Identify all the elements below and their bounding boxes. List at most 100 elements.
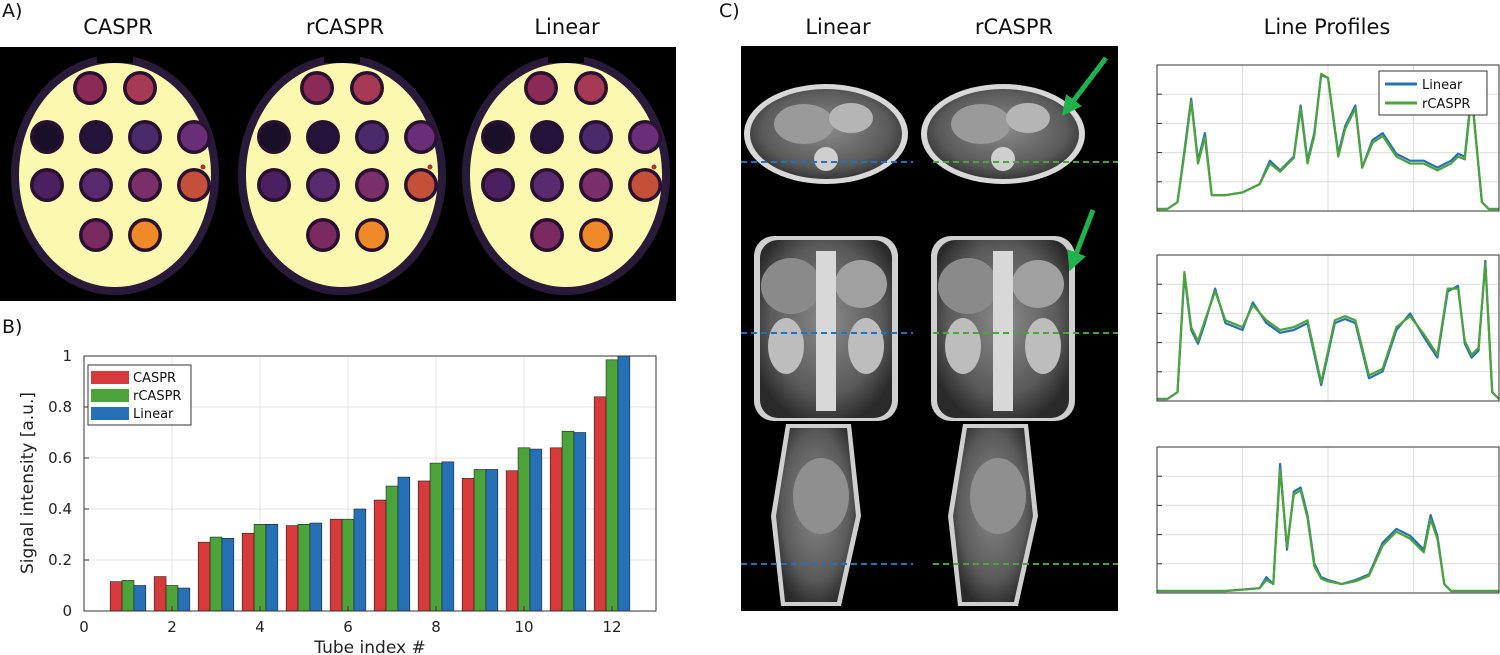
tube — [131, 221, 159, 249]
bar-rcaspr-5 — [297, 524, 311, 612]
tube — [407, 123, 435, 151]
panel-c-label: C) — [719, 0, 740, 22]
tube — [582, 123, 610, 151]
legend-box — [1378, 70, 1488, 116]
tube — [131, 123, 159, 151]
bar-rcaspr-6 — [341, 518, 355, 612]
x-tick-label: 6 — [343, 618, 353, 636]
spine — [993, 251, 1013, 411]
tube — [358, 123, 386, 151]
mri-sagittal-rcaspr — [948, 424, 1038, 606]
liver — [793, 458, 849, 534]
bar-rcaspr-10 — [517, 447, 531, 612]
bar-linear-4 — [265, 524, 279, 612]
bar-chart-xlabel: Tube index # — [313, 638, 425, 655]
bar-rcaspr-4 — [253, 524, 267, 612]
liver — [938, 258, 998, 314]
bar-caspr-6 — [329, 518, 343, 612]
bar-rcaspr-1 — [121, 580, 135, 612]
tube — [33, 123, 61, 151]
profile-series-rcaspr — [1157, 262, 1500, 401]
tube — [309, 171, 337, 199]
tube — [309, 123, 337, 151]
mri-images — [741, 56, 1118, 606]
mri-coronal-linear — [754, 236, 898, 421]
liver — [970, 458, 1026, 534]
x-tick-label: 4 — [255, 618, 265, 636]
legend-label-rcaspr: rCASPR — [1422, 97, 1470, 112]
mri-image-grid — [741, 46, 1118, 611]
legend-label-rcaspr: rCASPR — [133, 389, 181, 404]
bar-chart-frame — [83, 355, 657, 612]
bar-caspr-11 — [549, 447, 563, 612]
panel-c-title-rcaspr: rCASPR — [974, 15, 1054, 39]
liver — [761, 258, 821, 314]
x-tick-label: 12 — [602, 618, 621, 636]
x-tick-label: 0 — [79, 618, 89, 636]
profile-legend: Linear rCASPR — [1378, 70, 1488, 116]
kidney-left — [768, 318, 804, 374]
tube — [309, 221, 337, 249]
bar-rcaspr-12 — [605, 359, 619, 612]
panel-b-label: B) — [2, 316, 23, 338]
marker-dot — [200, 164, 206, 170]
tube — [407, 171, 435, 199]
panel-a-label: A) — [2, 0, 23, 22]
bar-rcaspr-3 — [209, 536, 223, 612]
tube — [484, 171, 512, 199]
phantom-rcaspr — [238, 55, 446, 295]
legend-swatch-linear — [91, 407, 129, 420]
bar-linear-11 — [573, 432, 587, 612]
phantom-body — [470, 63, 662, 287]
tube — [484, 123, 512, 151]
tube — [577, 74, 605, 102]
bar-linear-6 — [353, 508, 367, 612]
phantom-linear — [462, 55, 670, 295]
stomach — [1006, 103, 1050, 133]
line-profile-axial: Linear rCASPR — [1156, 64, 1500, 212]
tube — [533, 221, 561, 249]
tube — [358, 171, 386, 199]
phantom-notch — [548, 55, 584, 63]
bar-caspr-8 — [417, 480, 431, 612]
bar-rcaspr-9 — [473, 469, 487, 612]
vertebra — [814, 147, 838, 171]
tube — [358, 221, 386, 249]
y-tick-label: 0 — [62, 602, 72, 620]
phantom-body — [246, 63, 438, 287]
bar-chart-ylabel: Signal intensity [a.u.] — [18, 392, 38, 574]
tube — [180, 171, 208, 199]
line-profile-sagittal — [1156, 446, 1500, 594]
mri-sagittal-linear — [771, 424, 861, 606]
x-tick-label: 2 — [167, 618, 177, 636]
profile-frame — [1156, 446, 1500, 594]
tube — [631, 123, 659, 151]
bar-linear-7 — [397, 476, 411, 612]
liver — [951, 104, 1011, 144]
kidney-right — [1025, 318, 1061, 374]
bar-linear-10 — [529, 448, 543, 612]
phantom-notch — [324, 55, 360, 63]
bar-caspr-10 — [505, 470, 519, 612]
kidney-right — [848, 318, 884, 374]
tube — [82, 221, 110, 249]
panel-c-title-line-profiles: Line Profiles — [1263, 15, 1391, 39]
bar-rcaspr-11 — [561, 430, 575, 612]
bar-caspr-5 — [285, 525, 299, 612]
y-tick-label: 1 — [62, 347, 72, 365]
tube — [76, 74, 104, 102]
bar-caspr-9 — [461, 478, 475, 612]
bar-caspr-3 — [197, 541, 211, 612]
tube — [82, 123, 110, 151]
mri-axial-linear — [744, 84, 908, 184]
tube — [260, 171, 288, 199]
tube — [582, 171, 610, 199]
y-tick-label: 0.4 — [48, 500, 72, 518]
bar-linear-2 — [177, 587, 191, 612]
bar-caspr-4 — [241, 532, 255, 612]
tube — [527, 74, 555, 102]
bar-linear-5 — [309, 522, 323, 612]
bar-linear-3 — [221, 538, 235, 612]
bar-linear-8 — [441, 461, 455, 612]
legend-label-linear: Linear — [1422, 78, 1463, 93]
